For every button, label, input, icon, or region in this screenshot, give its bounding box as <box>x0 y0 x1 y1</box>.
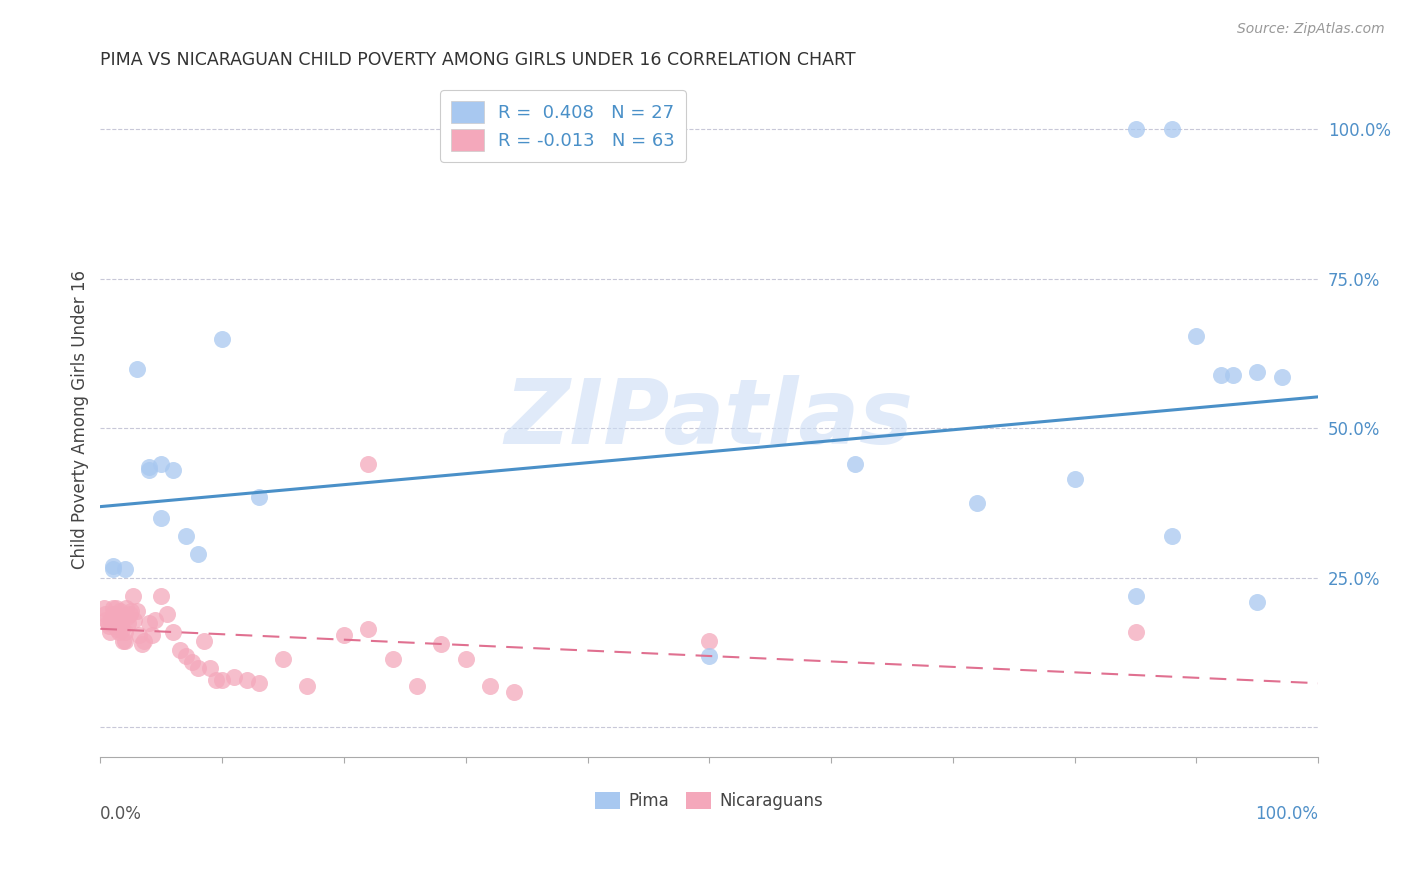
Point <box>120 604 142 618</box>
Point <box>1246 364 1268 378</box>
Point <box>697 633 720 648</box>
Point <box>180 655 202 669</box>
Point <box>107 622 129 636</box>
Point <box>114 562 136 576</box>
Point <box>150 589 173 603</box>
Point <box>138 615 160 630</box>
Point <box>105 600 128 615</box>
Point <box>125 604 148 618</box>
Text: PIMA VS NICARAGUAN CHILD POVERTY AMONG GIRLS UNDER 16 CORRELATION CHART: PIMA VS NICARAGUAN CHILD POVERTY AMONG G… <box>100 51 856 69</box>
Point <box>96 613 118 627</box>
Point <box>1222 368 1244 382</box>
Point <box>93 600 115 615</box>
Point <box>128 628 150 642</box>
Point <box>115 600 138 615</box>
Point <box>103 615 125 630</box>
Point <box>108 604 131 618</box>
Point <box>114 633 136 648</box>
Point <box>111 622 134 636</box>
Point <box>1125 122 1147 136</box>
Point <box>198 660 221 674</box>
Point <box>966 496 988 510</box>
Text: ZIPatlas: ZIPatlas <box>505 376 914 463</box>
Text: 0.0%: 0.0% <box>100 805 142 822</box>
Point <box>697 648 720 663</box>
Point <box>333 628 356 642</box>
Point <box>211 332 233 346</box>
Point <box>1063 472 1085 486</box>
Point <box>271 651 294 665</box>
Point <box>143 613 166 627</box>
Text: Source: ZipAtlas.com: Source: ZipAtlas.com <box>1237 22 1385 37</box>
Point <box>100 613 122 627</box>
Point <box>297 679 319 693</box>
Point <box>1125 624 1147 639</box>
Point <box>406 679 429 693</box>
Y-axis label: Child Poverty Among Girls Under 16: Child Poverty Among Girls Under 16 <box>72 270 89 569</box>
Point <box>105 607 128 621</box>
Point <box>150 457 173 471</box>
Point <box>98 624 121 639</box>
Point <box>193 633 215 648</box>
Point <box>114 624 136 639</box>
Point <box>1271 370 1294 384</box>
Point <box>138 460 160 475</box>
Point <box>138 463 160 477</box>
Point <box>235 673 257 687</box>
Point <box>156 607 179 621</box>
Point <box>107 613 129 627</box>
Point <box>187 660 209 674</box>
Point <box>1185 328 1208 343</box>
Text: 100.0%: 100.0% <box>1256 805 1319 822</box>
Point <box>150 511 173 525</box>
Point <box>104 619 127 633</box>
Point <box>844 457 866 471</box>
Point <box>479 679 502 693</box>
Point <box>224 670 246 684</box>
Point <box>118 607 141 621</box>
Point <box>211 673 233 687</box>
Point <box>205 673 228 687</box>
Point <box>97 619 120 633</box>
Legend: Pima, Nicaraguans: Pima, Nicaraguans <box>589 785 830 817</box>
Point <box>1246 595 1268 609</box>
Point <box>247 490 270 504</box>
Point <box>101 558 124 573</box>
Point <box>112 633 135 648</box>
Point <box>162 624 184 639</box>
Point <box>1161 122 1184 136</box>
Point <box>454 651 477 665</box>
Point <box>1209 368 1232 382</box>
Point <box>101 562 124 576</box>
Point <box>101 607 124 621</box>
Point <box>110 615 132 630</box>
Point <box>187 547 209 561</box>
Point <box>107 624 129 639</box>
Point <box>1125 589 1147 603</box>
Point <box>169 642 191 657</box>
Point <box>503 684 526 698</box>
Point <box>94 607 117 621</box>
Point <box>1161 529 1184 543</box>
Point <box>381 651 404 665</box>
Point <box>131 637 153 651</box>
Point <box>247 675 270 690</box>
Point <box>101 600 124 615</box>
Point <box>430 637 453 651</box>
Point <box>357 457 380 471</box>
Point <box>124 613 146 627</box>
Point <box>115 609 138 624</box>
Point <box>174 529 197 543</box>
Point <box>125 361 148 376</box>
Point <box>162 463 184 477</box>
Point <box>134 633 156 648</box>
Point <box>117 615 139 630</box>
Point <box>97 615 120 630</box>
Point <box>122 589 145 603</box>
Point <box>174 648 197 663</box>
Point <box>141 628 163 642</box>
Point <box>357 622 380 636</box>
